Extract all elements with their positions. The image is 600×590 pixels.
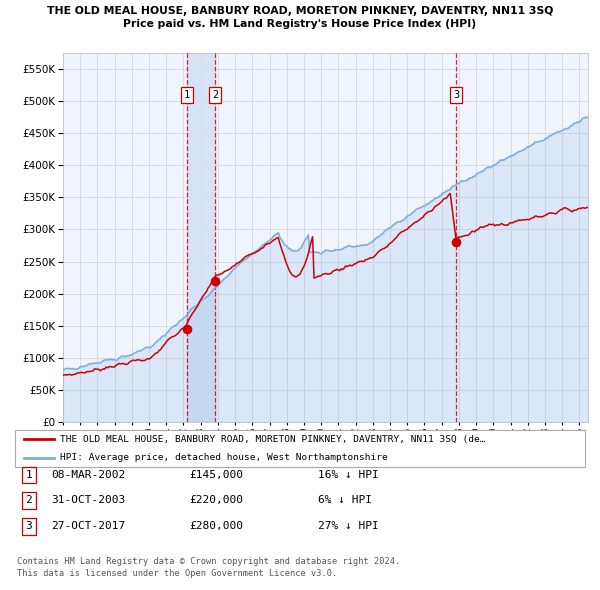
Text: Price paid vs. HM Land Registry's House Price Index (HPI): Price paid vs. HM Land Registry's House … — [124, 19, 476, 29]
Text: 2: 2 — [212, 90, 218, 100]
Text: £280,000: £280,000 — [189, 522, 243, 531]
Text: THE OLD MEAL HOUSE, BANBURY ROAD, MORETON PINKNEY, DAVENTRY, NN11 3SQ (de…: THE OLD MEAL HOUSE, BANBURY ROAD, MORETO… — [60, 434, 485, 444]
Text: Contains HM Land Registry data © Crown copyright and database right 2024.: Contains HM Land Registry data © Crown c… — [17, 557, 400, 566]
Text: 27% ↓ HPI: 27% ↓ HPI — [318, 522, 379, 531]
Text: 3: 3 — [25, 522, 32, 531]
Point — [182, 324, 191, 333]
Text: 31-OCT-2003: 31-OCT-2003 — [51, 496, 125, 505]
Bar — [187, 53, 215, 422]
Text: £145,000: £145,000 — [189, 470, 243, 480]
Text: 3: 3 — [453, 90, 459, 100]
Text: 08-MAR-2002: 08-MAR-2002 — [51, 470, 125, 480]
Text: 6% ↓ HPI: 6% ↓ HPI — [318, 496, 372, 505]
Text: £220,000: £220,000 — [189, 496, 243, 505]
Point — [451, 238, 461, 247]
Text: 1: 1 — [25, 470, 32, 480]
Text: 27-OCT-2017: 27-OCT-2017 — [51, 522, 125, 531]
Text: 16% ↓ HPI: 16% ↓ HPI — [318, 470, 379, 480]
Text: HPI: Average price, detached house, West Northamptonshire: HPI: Average price, detached house, West… — [60, 453, 388, 463]
Text: 2: 2 — [25, 496, 32, 505]
Text: 1: 1 — [184, 90, 190, 100]
Point — [210, 276, 220, 286]
Text: This data is licensed under the Open Government Licence v3.0.: This data is licensed under the Open Gov… — [17, 569, 337, 578]
Text: THE OLD MEAL HOUSE, BANBURY ROAD, MORETON PINKNEY, DAVENTRY, NN11 3SQ: THE OLD MEAL HOUSE, BANBURY ROAD, MORETO… — [47, 6, 553, 16]
